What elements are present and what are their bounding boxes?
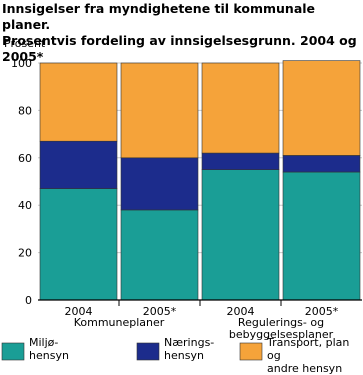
legend-label: Miljø- hensyn (29, 336, 69, 362)
legend-label: Nærings- hensyn (164, 336, 215, 362)
bar-segment (282, 155, 361, 173)
bar-segment (120, 209, 199, 301)
bar-segment (120, 62, 199, 159)
bar-segment (39, 188, 118, 301)
x-tick-label: 2004 (227, 305, 255, 318)
chart-title: Innsigelser fra myndighetene til kommuna… (2, 1, 357, 64)
group-label: Kommuneplaner (73, 316, 165, 329)
x-tick-label: 2005* (305, 305, 339, 318)
bar-segment (201, 62, 280, 154)
y-tick-label: 0 (25, 294, 32, 307)
legend-swatch (1, 342, 25, 361)
bar-segment (39, 140, 118, 189)
bar-segment (201, 152, 280, 170)
bar-segment (120, 157, 199, 211)
y-tick-label: 100 (11, 57, 32, 70)
group-label: Regulerings- og bebyggelsesplaner (228, 316, 334, 341)
x-tick-label: 2005* (143, 305, 177, 318)
legend-swatch (136, 342, 160, 361)
bar-segment (201, 169, 280, 301)
y-tick-label: 80 (18, 104, 32, 117)
y-axis-label: Prosent (4, 37, 46, 50)
bar-segment (39, 62, 118, 142)
y-tick-label: 60 (18, 152, 32, 165)
legend-swatch (239, 342, 263, 361)
y-tick-label: 40 (18, 199, 32, 212)
bar-segment (282, 171, 361, 301)
x-tick-label: 2004 (65, 305, 93, 318)
y-tick-label: 20 (18, 247, 32, 260)
legend-label: Transport, plan og andre hensyn (267, 336, 350, 375)
bar-segment (282, 60, 361, 156)
